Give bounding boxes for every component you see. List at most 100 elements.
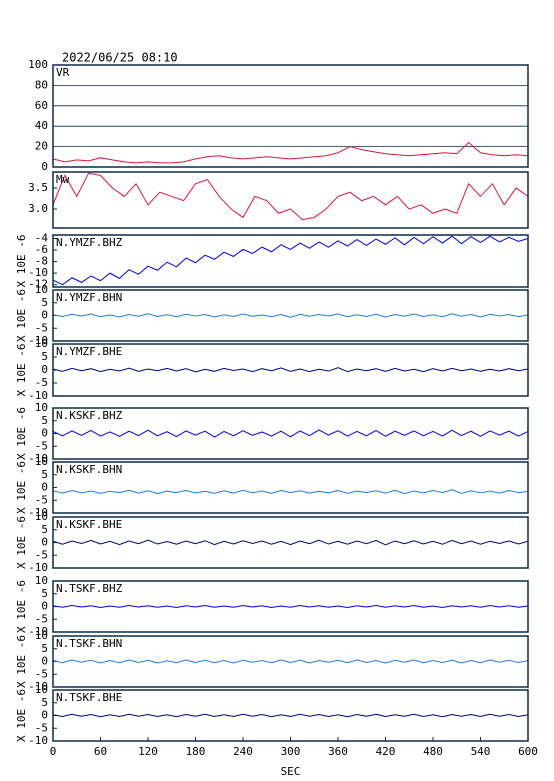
y-tick-label: -10 [28, 334, 48, 347]
y-tick-label: 60 [35, 99, 48, 112]
y-tick-label: -10 [28, 506, 48, 519]
y-tick-label: 0 [41, 309, 48, 322]
x-tick-label: 60 [94, 745, 107, 758]
y-tick-label: -4 [35, 231, 49, 244]
y-tick-label: 0 [41, 427, 48, 440]
y-tick-label: 40 [35, 119, 48, 132]
panel-frame [52, 635, 529, 688]
y-tick-label: 10 [35, 629, 48, 642]
panel-frame [52, 580, 529, 633]
y-axis-label: X 10E -6 [15, 580, 28, 633]
y-tick-label: 5 [41, 642, 48, 655]
y-tick-label: 10 [35, 337, 48, 350]
trace-label: N.KSKF.BHZ [56, 409, 123, 422]
y-tick-label: 3.0 [28, 202, 48, 215]
y-tick-label: 5 [41, 587, 48, 600]
panel-frame [52, 234, 529, 288]
x-tick-label: 540 [471, 745, 491, 758]
trace [52, 367, 529, 373]
y-tick-label: 80 [35, 78, 48, 91]
x-tick-label: 420 [376, 745, 396, 758]
trace [52, 489, 529, 495]
trace-label: N.TSKF.BHZ [56, 582, 123, 595]
y-axis-label: X 10E -6 [15, 235, 28, 288]
y-tick-label: -10 [28, 266, 48, 279]
trace-label: N.KSKF.BHE [56, 518, 122, 531]
y-tick-label: 0 [41, 536, 48, 549]
y-tick-label: 5 [41, 523, 48, 536]
y-axis-label: X 10E -6 [15, 461, 28, 514]
x-tick-label: 360 [328, 745, 348, 758]
y-tick-label: -5 [35, 321, 48, 334]
y-tick-label: 5 [41, 696, 48, 709]
y-tick-label: -10 [28, 452, 48, 465]
y-tick-label: 10 [35, 574, 48, 587]
x-tick-label: 0 [50, 745, 57, 758]
x-axis-label: SEC [281, 765, 301, 778]
y-tick-label: -10 [28, 625, 48, 638]
y-tick-label: 20 [35, 140, 48, 153]
y-tick-label: -10 [28, 389, 48, 402]
y-tick-label: 100 [28, 58, 48, 71]
y-tick-label: -5 [35, 493, 48, 506]
trace [52, 539, 529, 546]
y-tick-label: 0 [41, 363, 48, 376]
trace-label: N.TSKF.BHN [56, 637, 122, 650]
y-tick-label: 10 [35, 455, 48, 468]
x-tick-label: 240 [233, 745, 253, 758]
y-tick-label: -5 [35, 612, 48, 625]
y-tick-label: 0 [41, 600, 48, 613]
trace [52, 313, 529, 318]
panel-frame [52, 689, 529, 742]
trace-label: VR [56, 66, 70, 79]
x-tick-label: 480 [423, 745, 443, 758]
y-tick-label: -5 [35, 548, 48, 561]
trace-label: N.YMZF.BHN [56, 291, 122, 304]
panel-frame [52, 64, 529, 168]
y-tick-label: 0 [41, 481, 48, 494]
y-tick-label: 5 [41, 468, 48, 481]
trace [52, 429, 529, 438]
y-tick-label: -10 [28, 734, 48, 747]
chart-title: 2022/06/25 08:10 [62, 51, 178, 65]
panel-frame [52, 407, 529, 460]
trace-label: N.KSKF.BHN [56, 463, 122, 476]
trace [52, 659, 529, 664]
y-tick-label: 5 [41, 350, 48, 363]
x-tick-label: 600 [518, 745, 538, 758]
y-axis-label: X 10E -6 [15, 516, 28, 569]
y-tick-label: 10 [35, 283, 48, 296]
y-tick-label: 3.5 [28, 181, 48, 194]
y-tick-label: -5 [35, 439, 48, 452]
y-tick-label: -5 [35, 667, 48, 680]
y-axis-label: X 10E -6 [15, 289, 28, 342]
y-tick-label: 10 [35, 401, 48, 414]
y-tick-label: 10 [35, 683, 48, 696]
y-tick-label: 10 [35, 510, 48, 523]
panel-frame [52, 289, 529, 342]
y-tick-label: 5 [41, 296, 48, 309]
panel-frame [52, 516, 529, 569]
y-axis-label: X 10E -6 [15, 689, 28, 742]
trace-label: Mw [56, 173, 70, 186]
x-tick-label: 300 [281, 745, 301, 758]
y-tick-label: -10 [28, 680, 48, 693]
x-tick-label: 120 [138, 745, 158, 758]
panel-frame [52, 171, 529, 229]
y-axis-label: X 10E -6 [15, 407, 28, 460]
y-axis-label: X 10E -6 [15, 635, 28, 688]
y-tick-label: -5 [35, 376, 48, 389]
trace-label: N.YMZF.BHE [56, 345, 122, 358]
trace [52, 713, 529, 718]
panel-frame [52, 461, 529, 514]
trace [52, 141, 529, 164]
y-tick-label: -5 [35, 721, 48, 734]
trace [52, 172, 529, 221]
trace-label: N.TSKF.BHE [56, 691, 122, 704]
y-tick-label: 0 [41, 655, 48, 668]
panel-frame [52, 343, 529, 397]
y-tick-label: -10 [28, 561, 48, 574]
y-tick-label: 0 [41, 709, 48, 722]
y-tick-label: -8 [35, 255, 48, 268]
